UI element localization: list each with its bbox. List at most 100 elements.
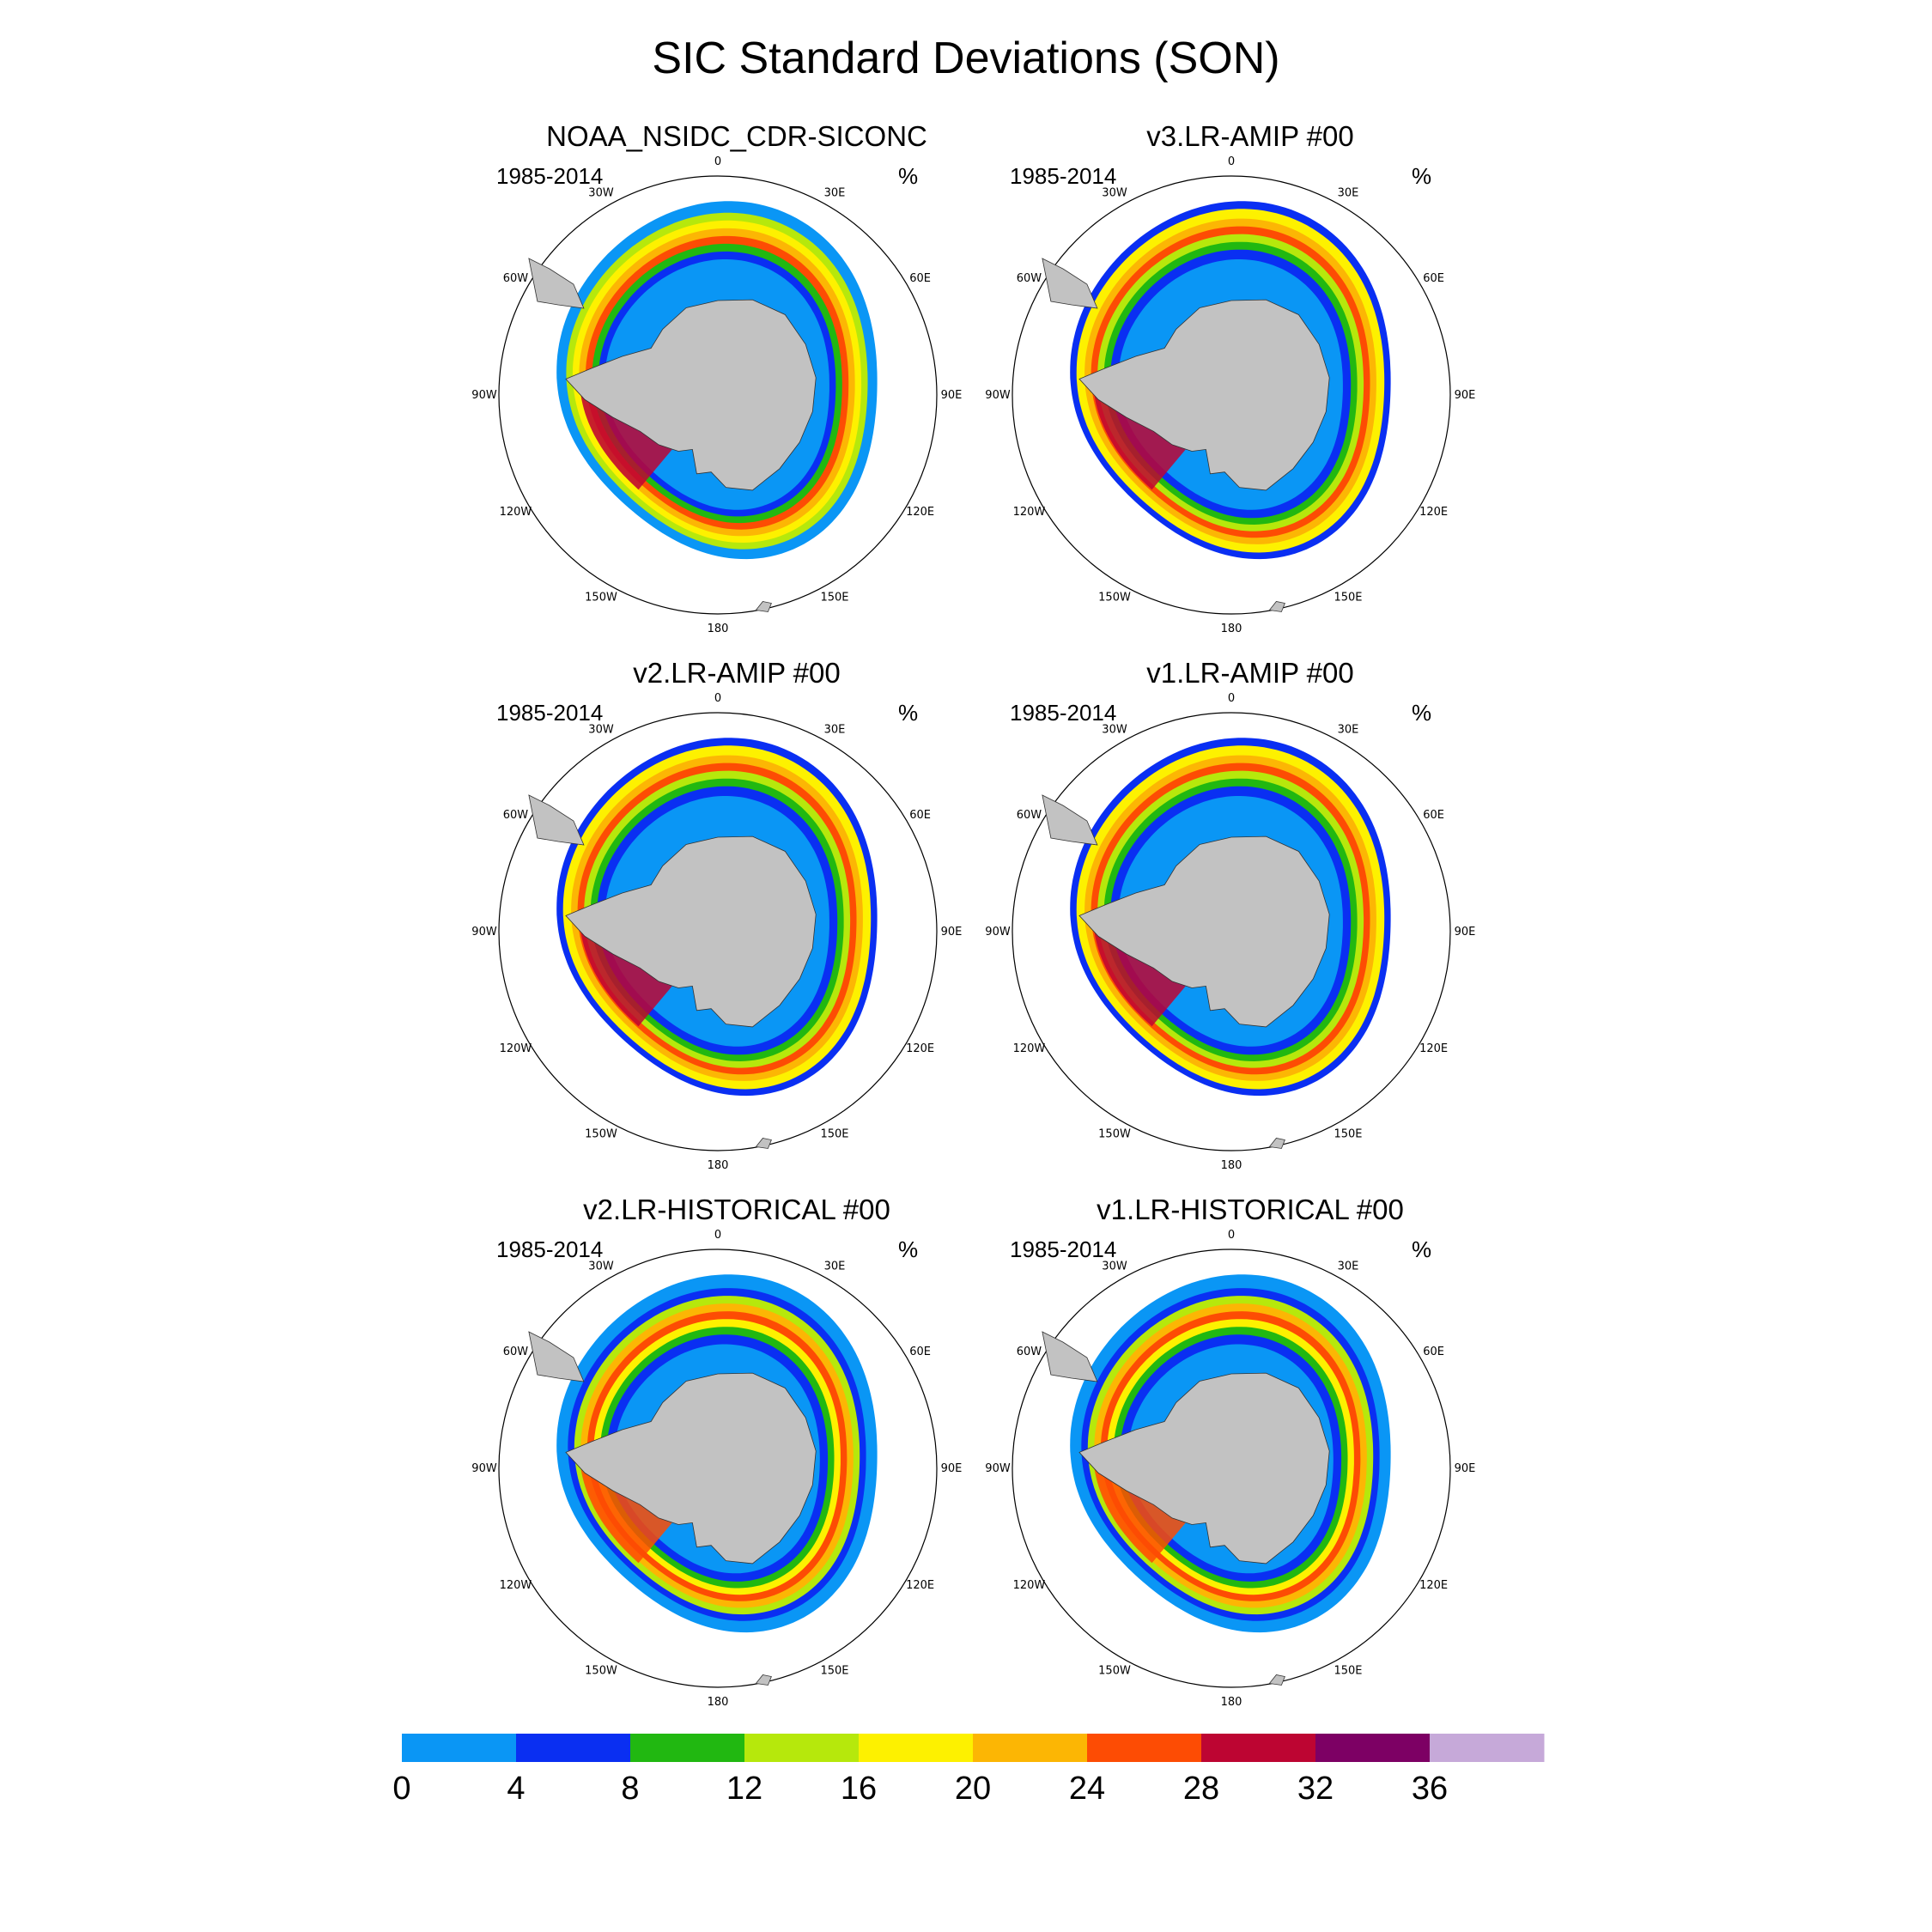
longitude-label: 150W bbox=[1098, 1665, 1131, 1678]
map-panel-6: v1.LR-HISTORICAL #00 1985-2014 % 0 30E 60E… bbox=[985, 1194, 1491, 1709]
map-panel-2: v3.LR-AMIP #00 1985-2014 % 0 30E 60E 90E 120… bbox=[985, 120, 1491, 635]
longitude-label: 90W bbox=[985, 1462, 1011, 1475]
colorbar-tick-label: 0 bbox=[392, 1771, 411, 1807]
longitude-label: 150W bbox=[585, 592, 617, 605]
longitude-label: 30W bbox=[588, 186, 614, 199]
new-zealand-fragment bbox=[755, 1674, 772, 1686]
longitude-label: 180 bbox=[1221, 1696, 1242, 1709]
longitude-label: 150E bbox=[820, 1665, 848, 1678]
longitude-label: 90E bbox=[941, 926, 963, 939]
longitude-label: 0 bbox=[714, 692, 721, 705]
polar-map: 0 30E 60E 90E 120E 150E 180 150W 120W 90W 60W 30W bbox=[471, 155, 963, 635]
longitude-label: 120W bbox=[1013, 506, 1046, 519]
antarctica-landmass bbox=[1078, 1372, 1330, 1564]
polar-map: 0 30E 60E 90E 120E 150E 180 150W 120W 90W 60W 30W bbox=[985, 692, 1475, 1172]
new-zealand-fragment bbox=[755, 601, 772, 612]
longitude-label: 90E bbox=[1455, 1462, 1476, 1475]
colorbar-tick-label: 24 bbox=[1068, 1771, 1106, 1807]
panel-years: 1985-2014 bbox=[496, 163, 604, 189]
panel-title: v1.LR-HISTORICAL #00 bbox=[1097, 1194, 1404, 1225]
colorbar-swatch bbox=[630, 1734, 745, 1762]
colorbar bbox=[402, 1734, 1545, 1762]
colorbar-swatch bbox=[402, 1734, 517, 1762]
longitude-label: 60W bbox=[1017, 1346, 1042, 1358]
south-america-tip bbox=[1042, 1331, 1098, 1382]
longitude-label: 120E bbox=[906, 1579, 934, 1592]
longitude-label: 60E bbox=[909, 1346, 931, 1358]
south-america-tip bbox=[1042, 258, 1098, 309]
colorbar-swatch bbox=[1087, 1734, 1202, 1762]
colorbar-swatch bbox=[973, 1734, 1088, 1762]
longitude-label: 60E bbox=[909, 809, 931, 822]
antarctica-landmass bbox=[1078, 299, 1330, 491]
longitude-label: 30E bbox=[1338, 1260, 1359, 1273]
longitude-label: 180 bbox=[708, 623, 729, 635]
longitude-label: 180 bbox=[708, 1159, 729, 1172]
longitude-label: 150W bbox=[585, 1128, 617, 1141]
longitude-label: 0 bbox=[1228, 1229, 1235, 1242]
longitude-label: 120E bbox=[1419, 506, 1448, 519]
panel-title: v3.LR-AMIP #00 bbox=[1146, 120, 1354, 152]
colorbar-labels: 0 4 8 12 16 20 24 28 32 36 bbox=[392, 1771, 1544, 1814]
panel-years: 1985-2014 bbox=[1010, 1236, 1117, 1262]
longitude-label: 150W bbox=[585, 1665, 617, 1678]
panel-title: v2.LR-HISTORICAL #00 bbox=[583, 1194, 890, 1225]
longitude-label: 30W bbox=[1102, 723, 1127, 736]
longitude-label: 30E bbox=[824, 186, 846, 199]
longitude-label: 120W bbox=[500, 1042, 532, 1055]
longitude-label: 90W bbox=[985, 389, 1011, 402]
new-zealand-fragment bbox=[1268, 601, 1285, 612]
longitude-label: 120W bbox=[500, 506, 532, 519]
panel-units: % bbox=[1412, 163, 1432, 189]
antarctica-landmass bbox=[565, 299, 817, 491]
panel-title: v2.LR-AMIP #00 bbox=[633, 657, 841, 689]
panel-years: 1985-2014 bbox=[1010, 700, 1117, 726]
antarctica-landmass bbox=[565, 1372, 817, 1564]
longitude-label: 120E bbox=[906, 506, 934, 519]
polar-map: 0 30E 60E 90E 120E 150E 180 150W 120W 90W 60W 30W bbox=[985, 1229, 1476, 1709]
longitude-label: 60E bbox=[1423, 809, 1444, 822]
figure-title: SIC Standard Deviations (SON) bbox=[652, 33, 1280, 83]
longitude-label: 0 bbox=[1228, 155, 1235, 168]
longitude-label: 120W bbox=[500, 1579, 532, 1592]
longitude-label: 60W bbox=[1017, 272, 1042, 285]
longitude-label: 0 bbox=[714, 155, 721, 168]
polar-map: 0 30E 60E 90E 120E 150E 180 150W 120W 90W 60W 30W bbox=[985, 155, 1475, 635]
panel-units: % bbox=[1412, 700, 1432, 726]
colorbar-tick-label: 16 bbox=[840, 1771, 878, 1807]
longitude-label: 60E bbox=[1423, 1346, 1444, 1358]
longitude-label: 120W bbox=[1013, 1042, 1046, 1055]
map-panel-3: v2.LR-AMIP #00 1985-2014 % 0 30E 60E 90E 120… bbox=[471, 657, 977, 1172]
longitude-label: 90E bbox=[941, 389, 963, 402]
new-zealand-fragment bbox=[755, 1138, 772, 1149]
longitude-label: 150E bbox=[820, 592, 848, 605]
longitude-label: 150W bbox=[1098, 592, 1131, 605]
longitude-label: 150E bbox=[1334, 1128, 1362, 1141]
south-america-tip bbox=[528, 258, 585, 309]
longitude-label: 30E bbox=[1338, 186, 1359, 199]
longitude-label: 120W bbox=[1013, 1579, 1046, 1592]
new-zealand-fragment bbox=[1268, 1674, 1285, 1686]
longitude-label: 90W bbox=[471, 1462, 497, 1475]
colorbar-tick-label: 20 bbox=[954, 1771, 992, 1807]
colorbar-tick-label: 36 bbox=[1411, 1771, 1449, 1807]
longitude-label: 180 bbox=[708, 1696, 729, 1709]
longitude-label: 150W bbox=[1098, 1128, 1131, 1141]
south-america-tip bbox=[528, 794, 585, 846]
colorbar-tick-label: 28 bbox=[1182, 1771, 1220, 1807]
longitude-label: 90W bbox=[985, 926, 1011, 939]
longitude-label: 120E bbox=[906, 1042, 934, 1055]
longitude-label: 60E bbox=[909, 272, 931, 285]
colorbar-swatch bbox=[859, 1734, 974, 1762]
antarctica-landmass bbox=[1078, 835, 1330, 1028]
longitude-label: 180 bbox=[1221, 1159, 1242, 1172]
longitude-label: 60W bbox=[1017, 809, 1042, 822]
polar-map: 0 30E 60E 90E 120E 150E 180 150W 120W 90W 60W 30W bbox=[471, 692, 963, 1172]
longitude-label: 30E bbox=[824, 723, 846, 736]
colorbar-swatch bbox=[744, 1734, 860, 1762]
longitude-label: 60W bbox=[503, 272, 529, 285]
south-america-tip bbox=[1042, 794, 1098, 846]
south-america-tip bbox=[528, 1331, 585, 1382]
longitude-label: 120E bbox=[1419, 1579, 1448, 1592]
map-panel-4: v1.LR-AMIP #00 1985-2014 % 0 30E 60E 90E 120… bbox=[985, 657, 1491, 1172]
